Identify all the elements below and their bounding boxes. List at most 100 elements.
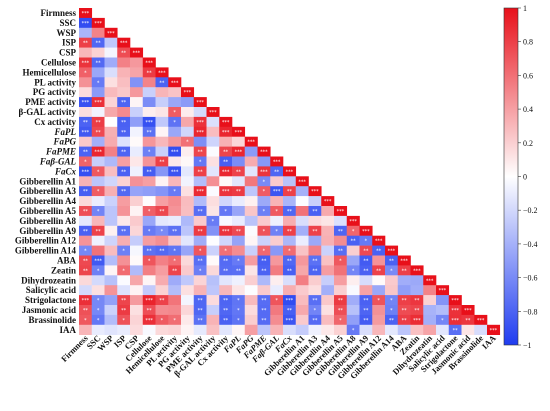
heatmap-cell <box>321 265 335 276</box>
heatmap-cell <box>283 314 297 326</box>
heatmap-cell <box>104 265 118 276</box>
heatmap-cell <box>117 146 131 157</box>
heatmap-cell <box>257 235 271 246</box>
significance-markers: ****** ******** ** ***** ****** ** **** ** **** *… <box>82 11 498 334</box>
heatmap-cell <box>79 27 93 38</box>
significance-marker: ** <box>198 318 204 324</box>
heatmap-cell <box>117 116 131 128</box>
significance-marker: ** <box>287 229 293 235</box>
heatmap-cell <box>130 67 144 78</box>
heatmap-cell <box>487 324 501 335</box>
heatmap-cell <box>423 295 437 306</box>
significance-marker: * <box>199 268 202 274</box>
heatmap-cell <box>461 324 475 335</box>
heatmap-cell <box>193 126 207 137</box>
row-label: PME activity <box>25 97 76 107</box>
heatmap-cell <box>117 166 131 177</box>
heatmap-cell <box>474 314 488 326</box>
significance-marker: ** <box>287 258 293 264</box>
heatmap-cell <box>79 87 93 98</box>
row-label: Dihydrozeatin <box>21 275 76 285</box>
significance-marker: ** <box>402 298 408 304</box>
heatmap-cell <box>168 176 182 187</box>
heatmap-cell <box>244 136 258 147</box>
significance-marker: ** <box>414 298 420 304</box>
heatmap-cell <box>104 275 118 286</box>
heatmap-cell <box>79 166 93 177</box>
significance-marker: *** <box>451 318 459 324</box>
heatmap-cell <box>219 225 233 236</box>
heatmap-cell <box>206 166 220 177</box>
heatmap-cell <box>79 215 93 227</box>
heatmap-cell <box>232 156 246 167</box>
significance-marker: *** <box>439 288 447 294</box>
heatmap-cell <box>321 314 335 326</box>
heatmap-cell <box>142 314 156 326</box>
heatmap-cell <box>104 196 118 207</box>
significance-marker: ** <box>236 169 242 175</box>
colorbar-gradient <box>503 7 519 346</box>
heatmap-cell <box>321 275 335 286</box>
significance-marker: *** <box>82 11 90 17</box>
heatmap-cell <box>270 314 284 326</box>
heatmap-cell <box>334 324 348 335</box>
heatmap-cell <box>270 176 284 187</box>
significance-marker: * <box>263 179 266 185</box>
heatmap-cell <box>232 265 246 276</box>
heatmap-cell <box>334 225 348 236</box>
heatmap-cell <box>142 265 156 276</box>
heatmap-cell <box>283 166 297 177</box>
heatmap-cell <box>168 77 182 88</box>
heatmap-cell <box>181 156 195 167</box>
heatmap-cell <box>91 156 105 167</box>
heatmap-cell <box>270 225 284 236</box>
heatmap-cell <box>334 215 348 227</box>
heatmap-cell <box>219 166 233 177</box>
heatmap-cell <box>142 245 156 256</box>
heatmap-cell <box>219 265 233 276</box>
row-label: β-GAL activity <box>19 107 77 117</box>
heatmap-cell <box>91 285 105 296</box>
heatmap-cell <box>168 186 182 197</box>
heatmap-cell <box>206 285 220 296</box>
heatmap-cell <box>308 285 322 296</box>
heatmap-cell <box>346 314 360 326</box>
heatmap-cell <box>130 57 144 68</box>
row-label: PG activity <box>33 87 77 97</box>
significance-marker: ** <box>83 189 89 195</box>
heatmap-cell <box>270 265 284 276</box>
heatmap-cell <box>283 245 297 256</box>
heatmap-cell <box>91 265 105 276</box>
heatmap-cell <box>104 146 118 157</box>
heatmap-cell <box>232 245 246 256</box>
heatmap-cell <box>257 166 271 177</box>
heatmap-cell <box>91 295 105 306</box>
heatmap-cell <box>283 285 297 296</box>
heatmap-cell <box>232 275 246 286</box>
heatmap-cell <box>79 285 93 296</box>
heatmap-cell <box>181 166 195 177</box>
heatmap-cell <box>155 146 169 157</box>
heatmap-cell <box>117 107 131 118</box>
heatmap-cell <box>193 265 207 276</box>
heatmap-cell <box>270 215 284 227</box>
heatmap-cell <box>244 166 258 177</box>
heatmap-cell <box>142 206 156 217</box>
significance-marker: *** <box>222 229 230 235</box>
heatmap-cell <box>334 235 348 246</box>
heatmap-cell <box>181 324 195 335</box>
significance-marker: ** <box>121 169 127 175</box>
heatmap-cell <box>206 136 220 147</box>
heatmap-cell <box>130 285 144 296</box>
heatmap-cell <box>308 324 322 335</box>
heatmap-cell <box>372 295 386 306</box>
heatmap-cell <box>79 206 93 217</box>
heatmap-cell <box>168 156 182 167</box>
significance-marker: * <box>97 268 100 274</box>
significance-marker: ** <box>389 258 395 264</box>
heatmap-cell <box>219 285 233 296</box>
heatmap-cell <box>295 285 309 296</box>
heatmap-cell <box>104 47 118 58</box>
row-label: FaPL <box>54 127 77 137</box>
heatmap-cell <box>372 285 386 296</box>
